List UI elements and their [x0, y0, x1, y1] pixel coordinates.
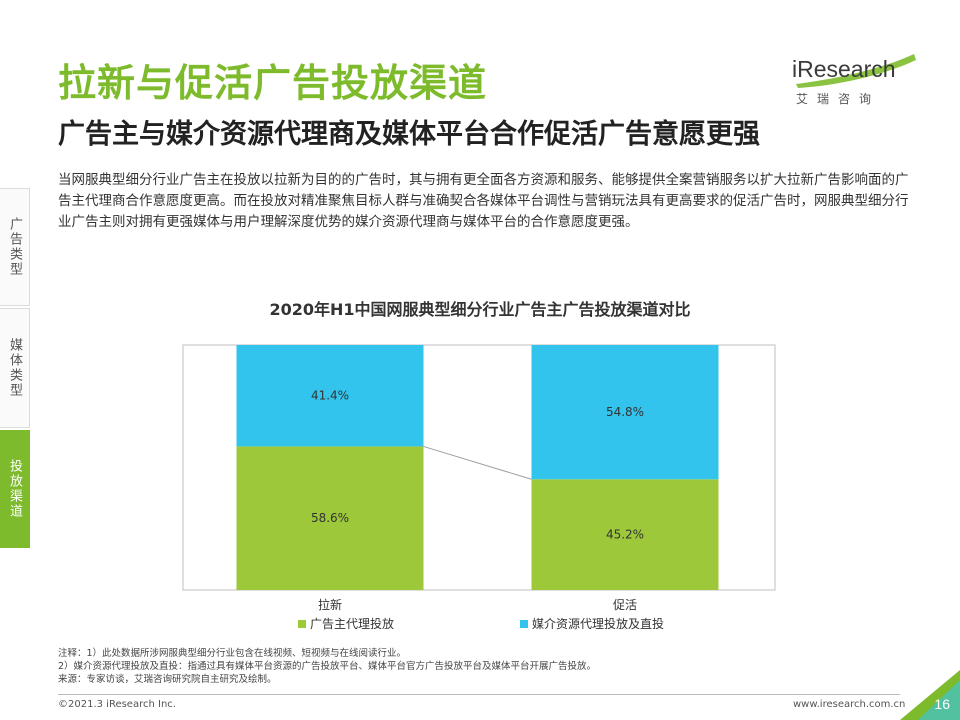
bar-segment-agency-0 — [236, 446, 424, 590]
footnote-2: 2）媒介资源代理投放及直投：指通过具有媒体平台资源的广告投放平台、媒体平台官方广… — [58, 661, 597, 672]
legend-swatch — [520, 620, 528, 628]
legend-label: 媒介资源代理投放及直投 — [532, 616, 664, 631]
footnotes: 注释：1）此处数据所涉网服典型细分行业包含在线视频、短视频与在线阅读行业。 2）… — [58, 647, 596, 686]
iresearch-logo: iResearch 艾瑞咨询 — [790, 52, 920, 110]
sidebar-item-ad-type[interactable]: 广告类型 — [0, 188, 30, 306]
category-label: 促活 — [613, 598, 637, 612]
legend-swatch — [298, 620, 306, 628]
page-title: 拉新与促活广告投放渠道 — [58, 61, 488, 105]
footnote-1: 注释：1）此处数据所涉网服典型细分行业包含在线视频、短视频与在线阅读行业。 — [58, 648, 407, 659]
corner-decoration — [900, 670, 960, 720]
bar-segment-agency-1 — [531, 479, 719, 590]
footer-copyright: ©2021.3 iResearch Inc. — [58, 699, 176, 710]
data-label: 54.8% — [606, 405, 644, 419]
footer-divider — [58, 694, 900, 695]
legend-label: 广告主代理投放 — [310, 616, 394, 631]
data-label: 45.2% — [606, 528, 644, 542]
footnote-source: 来源：专家访谈，艾瑞咨询研究院自主研究及绘制。 — [58, 674, 277, 685]
chart-title: 2020年H1中国网服典型细分行业广告主广告投放渠道对比 — [269, 300, 691, 319]
connector-line — [423, 445, 532, 480]
bar-segment-media-0 — [236, 345, 424, 447]
logo-swoosh-icon — [796, 54, 916, 88]
logo-cn-text: 艾瑞咨询 — [796, 92, 881, 106]
bar-segment-media-1 — [531, 345, 719, 480]
sidebar-item-channel[interactable]: 投放渠道 — [0, 430, 30, 548]
page-subtitle: 广告主与媒介资源代理商及媒体平台合作促活广告意愿更强 — [58, 119, 760, 150]
plot-area-frame — [182, 344, 776, 591]
footer-url[interactable]: www.iresearch.com.cn — [793, 699, 906, 710]
data-label: 41.4% — [311, 389, 349, 403]
page-number: 16 — [934, 696, 950, 712]
logo-brand-text: iResearch — [792, 56, 896, 82]
category-label: 拉新 — [318, 597, 342, 612]
intro-paragraph: 当网服典型细分行业广告主在投放以拉新为目的的广告时，其与拥有更全面各方资源和服务… — [58, 172, 909, 230]
data-label: 58.6% — [311, 511, 349, 525]
sidebar-item-media-type[interactable]: 媒体类型 — [0, 308, 30, 428]
section-sidebar: 广告类型 媒体类型 投放渠道 — [0, 188, 36, 550]
